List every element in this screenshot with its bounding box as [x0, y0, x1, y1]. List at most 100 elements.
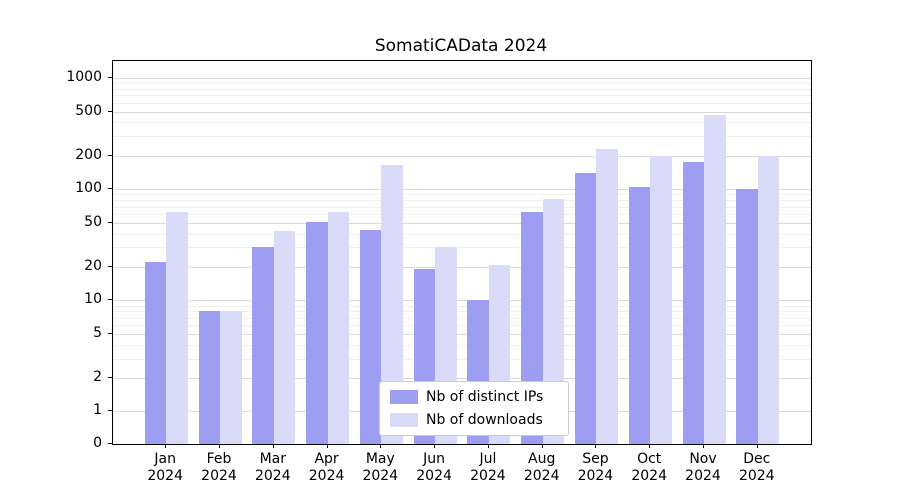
- minor-gridline: [113, 317, 811, 319]
- minor-gridline: [113, 95, 811, 97]
- y-tick-mark: [108, 221, 112, 223]
- bar-distinct-ips: [252, 247, 274, 444]
- x-tick-label: Jun 2024: [402, 451, 466, 485]
- major-gridline: [113, 333, 811, 335]
- bar-distinct-ips: [144, 262, 167, 444]
- x-tick-month: Nov: [689, 451, 717, 467]
- legend-item-downloads: Nb of downloads: [390, 412, 558, 428]
- y-tick-mark: [108, 265, 112, 267]
- x-tick-label: Nov 2024: [671, 451, 735, 485]
- x-tick-month: Jun: [423, 451, 446, 467]
- minor-gridline: [113, 83, 811, 85]
- x-tick-year: 2024: [738, 468, 775, 484]
- x-tick-label: Jul 2024: [456, 451, 520, 485]
- bar-distinct-ips: [628, 187, 651, 444]
- x-tick-label: Jan 2024: [133, 451, 197, 485]
- minor-gridline: [113, 305, 811, 307]
- x-tick-mark: [165, 444, 167, 448]
- x-tick-mark: [541, 444, 543, 448]
- y-tick-label: 200: [75, 146, 102, 163]
- x-tick-year: 2024: [416, 468, 452, 484]
- x-tick-year: 2024: [685, 468, 721, 484]
- x-tick-label: May 2024: [348, 451, 412, 485]
- minor-gridline: [113, 122, 811, 124]
- x-tick-label: Oct 2024: [617, 451, 681, 485]
- minor-gridline: [113, 358, 811, 360]
- y-tick-label: 2: [93, 369, 102, 385]
- minor-gridline: [113, 344, 811, 346]
- y-tick-mark: [108, 77, 112, 79]
- x-tick-year: 2024: [523, 468, 560, 484]
- x-tick-mark: [219, 444, 220, 448]
- y-tick-label: 10: [84, 291, 102, 308]
- bar-downloads: [381, 165, 403, 444]
- x-tick-year: 2024: [201, 468, 237, 484]
- bar-distinct-ips: [682, 162, 704, 444]
- minor-gridline: [113, 206, 811, 208]
- x-tick-mark: [595, 444, 597, 448]
- bar-downloads: [166, 212, 188, 444]
- x-tick-mark: [756, 444, 758, 448]
- legend-swatch-distinct-ips-icon: [390, 390, 418, 404]
- legend: Nb of distinct IPs Nb of downloads: [379, 381, 569, 436]
- minor-gridline: [113, 200, 811, 202]
- major-gridline: [113, 300, 811, 302]
- x-tick-label: Mar 2024: [241, 451, 305, 485]
- bar-downloads: [327, 212, 350, 444]
- bar-downloads: [650, 155, 672, 444]
- y-axis: 0 1 2 5 10 20 50 100 200 500 1000: [0, 60, 112, 451]
- major-gridline: [113, 111, 811, 113]
- minor-gridline: [113, 325, 811, 326]
- x-tick-month: Oct: [637, 451, 662, 467]
- x-tick-month: Mar: [259, 451, 286, 467]
- x-tick-month: Feb: [206, 451, 232, 467]
- y-tick-mark: [108, 377, 112, 378]
- y-tick-label: 500: [75, 102, 102, 119]
- y-tick-label: 1: [93, 402, 102, 419]
- x-tick-label: Sep 2024: [563, 451, 627, 485]
- minor-gridline: [113, 102, 811, 104]
- x-tick-label: Aug 2024: [510, 451, 574, 485]
- x-tick-month: Jul: [479, 451, 497, 467]
- bar-distinct-ips: [359, 230, 382, 444]
- bar-downloads: [704, 114, 726, 444]
- x-tick-month: Apr: [314, 451, 339, 467]
- minor-gridline: [113, 213, 811, 215]
- y-tick-mark: [108, 299, 112, 301]
- bar-downloads: [596, 149, 618, 444]
- x-tick-year: 2024: [254, 468, 291, 484]
- plot-area: Nb of distinct IPs Nb of downloads: [112, 60, 812, 445]
- y-tick-label: 5: [93, 324, 102, 341]
- x-tick-year: 2024: [577, 468, 614, 484]
- y-tick-label: 20: [84, 257, 102, 274]
- chart-title: SomatiCAData 2024: [374, 36, 548, 56]
- major-gridline: [113, 155, 811, 157]
- legend-swatch-downloads-icon: [390, 413, 418, 427]
- legend-label-downloads: Nb of downloads: [426, 412, 543, 428]
- x-tick-month: Dec: [743, 451, 771, 467]
- minor-gridline: [113, 136, 811, 138]
- y-tick-mark: [108, 332, 112, 334]
- x-tick-label: Dec 2024: [725, 451, 789, 485]
- x-tick-mark: [703, 444, 704, 448]
- x-tick-mark: [649, 444, 651, 448]
- minor-gridline: [113, 311, 811, 313]
- x-tick-label: Apr 2024: [295, 451, 359, 485]
- major-gridline: [113, 189, 811, 191]
- minor-gridline: [113, 247, 811, 249]
- major-gridline: [113, 266, 811, 268]
- bar-distinct-ips: [306, 221, 328, 444]
- x-tick-year: 2024: [147, 468, 183, 484]
- minor-gridline: [113, 194, 811, 196]
- bar-distinct-ips: [198, 311, 220, 444]
- x-tick-mark: [380, 444, 382, 448]
- y-tick-mark: [108, 154, 112, 156]
- bar-distinct-ips: [736, 189, 758, 444]
- y-tick-label: 0: [93, 435, 102, 451]
- y-tick-mark: [108, 410, 112, 412]
- x-tick-month: Aug: [528, 451, 556, 467]
- x-tick-month: May: [365, 451, 395, 467]
- x-tick-mark: [272, 444, 274, 448]
- x-tick-year: 2024: [470, 468, 506, 484]
